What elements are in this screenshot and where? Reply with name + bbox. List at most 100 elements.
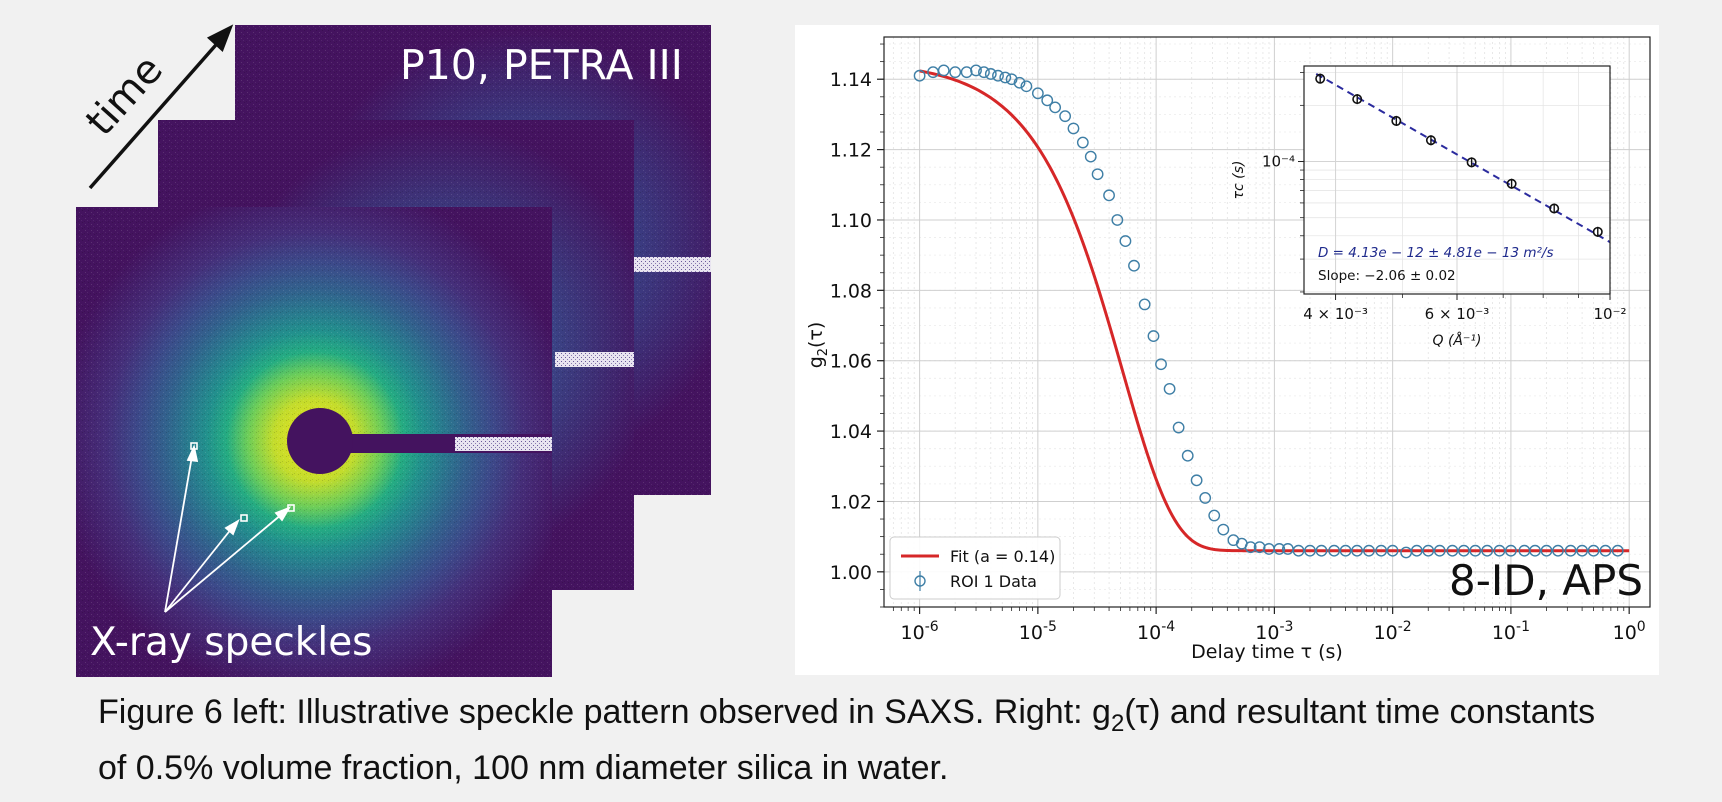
g2-data-point [1386,544,1399,557]
g2-data-point [1552,544,1564,557]
g2-data-point [1422,544,1435,557]
g2-data-point [1564,544,1577,557]
g2-ytick-label: 1.06 [830,351,872,373]
inset-xtick-label: 4 × 10⁻³ [1303,305,1368,323]
g2-data-point [1375,544,1388,557]
g2-data-point [1049,101,1062,114]
g2-data-point [1163,382,1176,395]
g2-data-point [1172,421,1185,434]
g2-ytick-label: 1.12 [830,140,872,162]
inset-annotation-slope: Slope: −2.06 ± 0.02 [1318,268,1456,284]
g2-data-point [1013,76,1026,89]
g2-data-point [949,66,962,79]
g2-data-point [1067,122,1080,135]
inset-chart: 4 × 10⁻³ 6 × 10⁻³ 10⁻² 10⁻⁴ D = 4.13e − 12 … [1231,65,1627,349]
g2-data-point [1599,544,1612,557]
g2-data-point [1244,541,1257,554]
g2-ytick-label: 1.14 [830,69,872,91]
figure-caption: Figure 6 left: Illustrative speckle patt… [98,690,1708,790]
g2-ytick-label: 1.08 [830,280,872,302]
g2-data-point [1111,214,1124,226]
g2-data-point [1273,543,1286,555]
g2-data-point [1304,544,1316,557]
inset-ylabel: τc (s) [1231,161,1247,200]
g2-xtick-label: 10-4 [1137,619,1175,644]
g2-ytick-label: 1.04 [830,421,872,443]
g2-plot-frame [883,36,1651,608]
g2-data-point [1505,544,1517,557]
speckles-label: X-ray speckles [90,620,373,665]
g2-data-point [970,64,982,77]
g2-series [913,64,1630,559]
g2-ytick-label: 1.02 [830,491,872,513]
g2-data-point [1433,544,1446,557]
inset-series [1315,72,1611,243]
g2-data-point [1611,544,1624,557]
speckle-figure: X-ray speckles time P10, PETRA III [76,24,711,677]
detector-frame-front [76,207,552,677]
g2-data-point [1076,136,1089,149]
g2-data-point [984,68,997,80]
g2-data-point [1351,544,1363,557]
inset-xlabel: Q (Å⁻¹) [1433,332,1482,349]
g2-data-point [1147,330,1160,342]
g2-data-point [937,64,950,77]
g2-data-point [1587,544,1600,557]
g2-data-point [1181,449,1194,462]
caption-line-2: of 0.5% volume fraction, 100 nm diameter… [98,748,949,787]
g2-data-point [1481,544,1494,557]
g2-data-point [992,69,1004,82]
g2-chart: 10-6 10-5 10-4 10-3 10-2 10-1 100 1.00 1.02 1.04 1… [805,36,1651,663]
speckle-marker [240,514,248,522]
g2-data-point [1493,544,1506,557]
g2-axes: 10-6 10-5 10-4 10-3 10-2 10-1 100 1.00 1.02 1.04 1… [830,43,1646,644]
g2-data-point [1091,168,1104,181]
g2-data-point [1540,544,1553,557]
g2-data-point [1400,546,1413,559]
g2-data-point [1119,235,1132,247]
g2-data-point [1469,544,1482,557]
g2-data-point [1005,73,1018,86]
g2-data-point [1576,544,1589,557]
g2-xtick-label: 10-6 [901,619,939,644]
caption-subscript: 2 [1110,709,1125,737]
g2-data-point [1208,509,1221,522]
g2-data-point [1103,189,1115,202]
g2-ylabel: g2(τ) [805,322,831,369]
speckle-arrows [164,444,292,613]
inset-ytick-label: 10⁻⁴ [1262,153,1295,171]
g2-data-point [1217,523,1230,536]
g2-xtick-label: 10-1 [1492,619,1530,644]
g2-data-point [1529,544,1541,557]
legend-fit-label: Fit (a = 0.14) [950,547,1055,566]
g2-data-point [1190,474,1203,487]
time-label: time [77,47,172,145]
g2-data-point [1041,94,1054,107]
g2-xlabel: Delay time τ (s) [1191,641,1343,663]
facility-label-petra: P10, PETRA III [400,41,683,89]
caption-text-a: Figure 6 left: Illustrative speckle patt… [98,693,1111,731]
g2-data-point [1059,110,1072,123]
g2-xtick-label: 100 [1613,619,1646,644]
g2-data-point [1155,358,1167,371]
inset-xtick-label: 6 × 10⁻³ [1425,305,1490,323]
g2-data-point [1199,492,1212,504]
inset-annotation-d: D = 4.13e − 12 ± 4.81e − 13 m²/s [1318,245,1554,261]
g2-xtick-label: 10-2 [1374,619,1412,644]
g2-data-point [1363,544,1375,557]
g2-figure: 10-6 10-5 10-4 10-3 10-2 10-1 100 1.00 1.02 1.04 1… [795,25,1659,675]
g2-data-point [913,69,926,82]
g2-data-point [999,71,1012,84]
g2-data-point [1138,298,1151,311]
g2-xtick-label: 10-3 [1255,619,1293,644]
g2-data-point [1446,544,1459,557]
inset-xtick-label: 10⁻² [1593,305,1626,323]
facility-label-aps: 8-ID, APS [1449,556,1643,605]
g2-data-point [1339,544,1352,557]
g2-data-point [1315,544,1328,557]
g2-data-point [1292,544,1305,557]
g2-data-point [1031,87,1044,100]
g2-data-point [1020,80,1033,93]
caption-text-b: (τ) and resultant time constants [1124,693,1596,731]
g2-ytick-label: 1.10 [830,210,872,232]
